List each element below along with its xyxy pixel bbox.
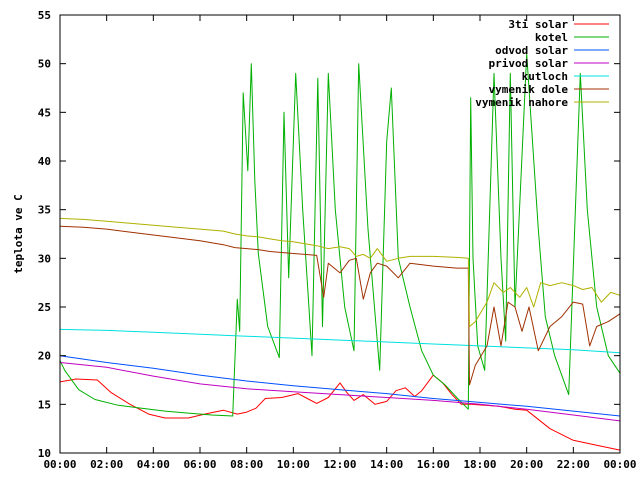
legend-label: odvod solar <box>495 44 568 57</box>
legend-label: kutloch <box>522 70 568 83</box>
y-tick-label: 15 <box>38 398 51 411</box>
x-tick-label: 10:00 <box>277 458 310 471</box>
y-tick-label: 10 <box>38 447 51 460</box>
x-tick-label: 00:00 <box>43 458 76 471</box>
y-tick-label: 50 <box>38 58 51 71</box>
axes-group: 10 15 20 25 30 35 40 45 50 55 00:00 02:00 04:00 06:00… <box>38 9 637 471</box>
legend-label: vymenik dole <box>489 83 569 96</box>
series-line-5 <box>59 225 621 386</box>
y-axis-label: teplota ve C <box>12 194 25 273</box>
x-tick-label: 14:00 <box>370 458 403 471</box>
x-tick-label: 00:00 <box>603 458 636 471</box>
legend-label: kotel <box>535 31 568 44</box>
x-tick-label: 06:00 <box>183 458 216 471</box>
x-tick-label: 12:00 <box>323 458 356 471</box>
x-tick-label: 08:00 <box>230 458 263 471</box>
x-tick-label: 22:00 <box>557 458 590 471</box>
series-lines-group <box>59 53 621 451</box>
legend-label: vymenik nahore <box>475 96 568 109</box>
y-tick-label: 25 <box>38 301 51 314</box>
series-line-2 <box>59 355 621 417</box>
series-line-0 <box>59 374 621 451</box>
series-line-6 <box>59 217 621 327</box>
y-tick-label: 35 <box>38 204 51 217</box>
series-line-4 <box>59 328 621 354</box>
x-tick-label: 02:00 <box>90 458 123 471</box>
y-tick-label: 45 <box>38 106 51 119</box>
legend-label: 3ti solar <box>508 18 568 31</box>
x-tick-label: 18:00 <box>463 458 496 471</box>
x-tick-label: 04:00 <box>137 458 170 471</box>
x-tick-label: 16:00 <box>417 458 450 471</box>
x-tick-label: 20:00 <box>510 458 543 471</box>
y-tick-label: 20 <box>38 350 51 363</box>
legend-label: privod solar <box>489 57 569 70</box>
y-tick-label: 30 <box>38 252 51 265</box>
y-tick-label: 55 <box>38 9 51 22</box>
series-line-3 <box>59 362 621 422</box>
y-tick-label: 40 <box>38 155 51 168</box>
